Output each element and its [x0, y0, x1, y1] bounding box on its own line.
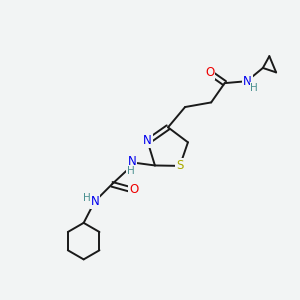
Text: S: S — [176, 159, 184, 172]
Text: N: N — [243, 75, 252, 88]
Text: O: O — [129, 183, 139, 196]
Text: N: N — [143, 134, 152, 147]
Text: N: N — [128, 155, 136, 168]
Text: O: O — [205, 66, 214, 79]
Text: N: N — [91, 195, 99, 208]
Text: H: H — [250, 83, 258, 93]
Text: H: H — [127, 166, 134, 176]
Text: H: H — [83, 194, 91, 203]
